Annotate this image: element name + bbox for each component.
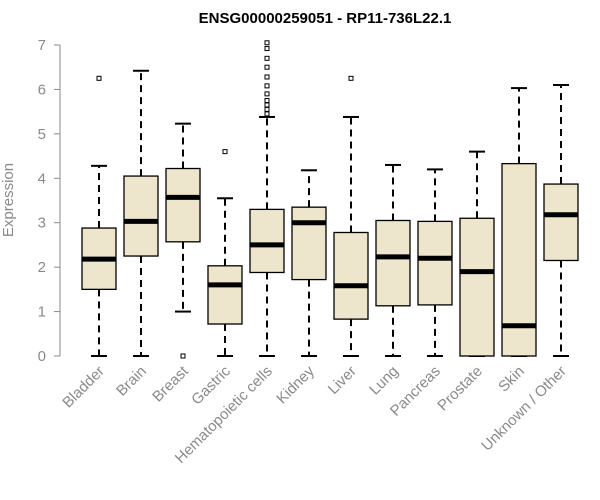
outlier-point <box>96 75 102 81</box>
outlier-point <box>222 149 228 155</box>
box-gastric <box>207 149 243 357</box>
x-category-label: Prostate <box>434 363 486 415</box>
outlier-point <box>264 74 270 80</box>
outlier-point <box>264 40 270 46</box>
box-iqr <box>165 167 201 243</box>
outlier-point <box>264 106 270 112</box>
y-axis: 0 1 2 3 4 5 6 7 <box>38 37 61 365</box>
y-tick-label: 5 <box>38 126 46 143</box>
boxes-layer <box>81 40 579 359</box>
y-tick-label: 3 <box>38 215 46 232</box>
x-category-label: Breast <box>149 362 192 405</box>
outlier-point <box>348 75 354 81</box>
box-iqr <box>459 217 495 357</box>
y-tick-label: 6 <box>38 81 46 98</box>
y-tick-label: 0 <box>38 348 46 365</box>
x-category-label: Bladder <box>59 363 108 412</box>
outlier-point <box>180 353 186 359</box>
box-kidney <box>291 169 327 357</box>
outlier-point <box>264 91 270 97</box>
box-lung <box>375 163 411 357</box>
box-brain <box>123 69 159 357</box>
box-breast <box>165 122 201 359</box>
box-unknown-other <box>543 83 579 357</box>
x-category-label: Skin <box>495 363 528 396</box>
outlier-point <box>264 64 270 70</box>
x-category-label: Liver <box>325 363 360 398</box>
outlier-point <box>264 55 270 61</box>
y-tick-label: 1 <box>38 304 46 321</box>
box-pancreas <box>417 168 453 357</box>
box-iqr <box>123 175 159 257</box>
outlier-point <box>264 46 270 52</box>
box-iqr <box>207 265 243 325</box>
box-iqr <box>543 183 579 262</box>
x-category-label: Brain <box>113 363 150 400</box>
box-bladder <box>81 75 117 357</box>
outlier-point <box>264 98 270 104</box>
chart-title: ENSG00000259051 - RP11-736L22.1 <box>199 10 452 27</box>
y-tick-label: 2 <box>38 259 46 276</box>
y-tick-label: 4 <box>38 170 46 187</box>
outlier-point <box>264 83 270 89</box>
box-iqr <box>375 219 411 307</box>
box-iqr <box>333 231 369 320</box>
y-tick-label: 7 <box>38 37 46 54</box>
y-axis-label: Expression <box>0 163 17 237</box>
box-iqr <box>417 220 453 306</box>
box-prostate <box>459 150 495 357</box>
x-category-label: Lung <box>366 363 402 399</box>
box-skin <box>501 87 537 357</box>
outlier-point <box>264 111 270 117</box>
box-liver <box>333 75 369 357</box>
outlier-point <box>264 102 270 108</box>
box-iqr <box>249 208 285 274</box>
box-hematopoietic-cells <box>249 40 285 357</box>
x-category-label: Kidney <box>273 362 318 407</box>
box-iqr <box>291 206 327 281</box>
